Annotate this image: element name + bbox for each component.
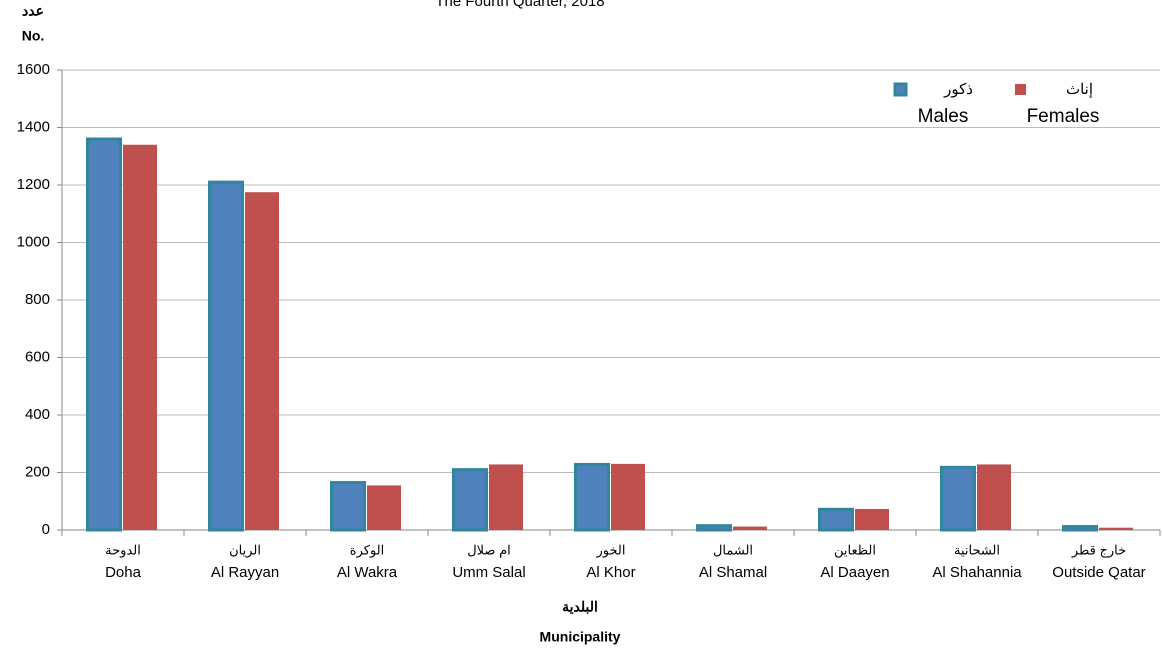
bar xyxy=(367,485,401,530)
y-tick-label: 1200 xyxy=(17,176,50,193)
x-tick-label-ar: خارج قطر xyxy=(1071,542,1126,558)
y-axis-label-ar: عدد xyxy=(22,3,44,19)
legend-label-ar: إناث xyxy=(1066,81,1093,98)
bar xyxy=(611,463,645,530)
bar xyxy=(123,144,157,530)
y-tick-label: 1000 xyxy=(17,233,50,250)
bar xyxy=(489,464,523,530)
x-tick-label: Al Wakra xyxy=(337,564,398,581)
y-tick-label: 600 xyxy=(25,348,50,365)
x-axis-label: Municipality xyxy=(540,629,621,645)
x-tick-label-ar: ام صلال xyxy=(467,542,511,558)
bar xyxy=(940,465,976,532)
x-tick-label: Doha xyxy=(105,564,142,581)
x-tick-label: Al Shahannia xyxy=(932,564,1022,581)
bar xyxy=(452,468,488,532)
x-tick-label: Outside Qatar xyxy=(1052,564,1145,581)
y-axis-label: No. xyxy=(22,28,45,44)
x-tick-label: Al Daayen xyxy=(820,564,889,581)
bar xyxy=(330,481,366,532)
legend-swatch xyxy=(1015,84,1026,95)
bar xyxy=(977,464,1011,530)
x-tick-label-ar: الظعاين xyxy=(834,542,876,558)
x-tick-label-ar: الريان xyxy=(229,542,261,558)
x-tick-label-ar: الشمال xyxy=(713,542,753,557)
y-tick-label: 200 xyxy=(25,463,50,480)
x-tick-label-ar: الخور xyxy=(596,542,626,558)
chart-title: The Fourth Quarter, 2018 xyxy=(435,0,604,10)
legend-label: Males xyxy=(918,106,969,127)
bar xyxy=(574,462,610,532)
y-tick-label: 800 xyxy=(25,291,50,308)
y-tick-label: 1400 xyxy=(17,118,50,135)
bar xyxy=(1099,527,1133,530)
bar xyxy=(818,507,854,532)
bar xyxy=(733,526,767,530)
x-tick-label-ar: الدوحة xyxy=(105,542,141,558)
y-tick-label: 0 xyxy=(42,521,50,538)
y-tick-label: 1600 xyxy=(17,61,50,78)
bar xyxy=(86,137,122,532)
x-tick-label: Al Khor xyxy=(586,564,635,581)
legend-label-ar: ذكور xyxy=(943,81,973,98)
legend-swatch xyxy=(893,82,908,97)
x-tick-label: Al Shamal xyxy=(699,564,767,581)
bar xyxy=(208,180,244,532)
bar xyxy=(696,524,732,532)
y-tick-label: 400 xyxy=(25,406,50,423)
x-axis-label-ar: البلدية xyxy=(562,599,598,615)
x-tick-label: Al Rayyan xyxy=(211,564,279,581)
bar xyxy=(245,192,279,530)
bar xyxy=(1062,525,1098,532)
legend-label: Females xyxy=(1027,106,1100,127)
x-tick-label: Umm Salal xyxy=(452,564,525,581)
x-tick-label-ar: الشحانية xyxy=(954,542,1000,557)
bar xyxy=(855,509,889,530)
x-tick-label-ar: الوكرة xyxy=(350,542,384,558)
